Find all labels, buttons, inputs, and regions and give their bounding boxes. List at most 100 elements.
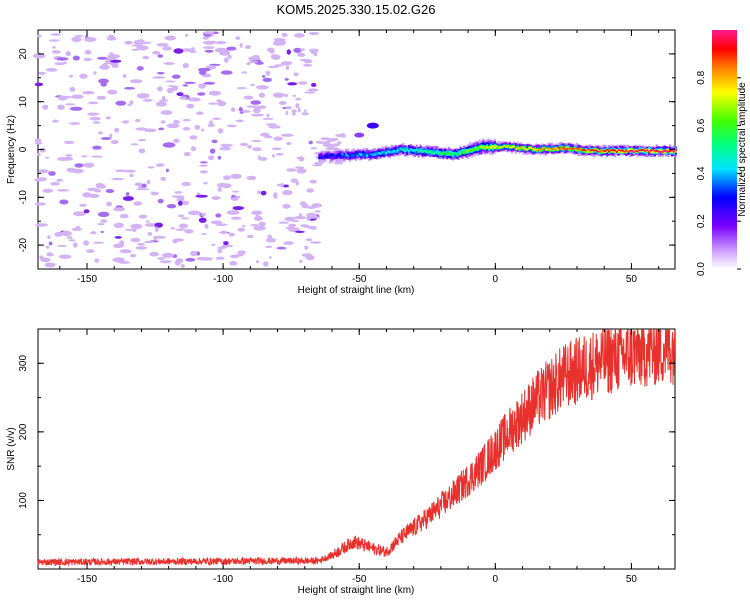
noise-blob: [266, 47, 275, 52]
ridge-cell: [648, 148, 651, 153]
ridge-cell: [648, 151, 651, 153]
noise-blob: [34, 142, 43, 145]
ridge-cell: [362, 151, 365, 156]
ridge-cell: [512, 145, 515, 148]
noise-blob: [105, 116, 111, 120]
noise-blob: [305, 238, 313, 242]
ridge-cell: [526, 148, 529, 151]
ridge-cell: [350, 154, 353, 158]
noise-blob: [309, 226, 317, 230]
noise-blob: [144, 223, 158, 227]
noise-blob: [122, 196, 134, 201]
noise-blob: [227, 54, 232, 59]
noise-blob: [74, 163, 84, 168]
ridge-side-blob: [366, 122, 379, 129]
ridge-cell: [402, 148, 405, 152]
noise-blob: [36, 34, 42, 38]
noise-blob: [111, 177, 124, 181]
noise-blob: [81, 155, 88, 158]
ridge-cell: [436, 150, 439, 153]
ridge-cell: [333, 154, 336, 158]
ridge-cell: [575, 147, 578, 150]
noise-blob: [250, 100, 262, 105]
ridge-cell: [630, 149, 634, 152]
noise-blob: [200, 257, 213, 261]
ridge-cell: [491, 145, 494, 148]
noise-blob: [315, 140, 323, 144]
noise-blob: [243, 95, 254, 100]
noise-blob: [46, 253, 54, 257]
noise-blob: [298, 81, 308, 85]
colorbar-tick-label: 0.8: [696, 70, 707, 84]
noise-blob: [314, 210, 321, 213]
noise-blob: [180, 217, 190, 220]
noise-blob: [185, 33, 189, 37]
ridge-cell: [491, 145, 494, 151]
noise-blob: [285, 110, 289, 116]
noise-blob: [184, 229, 194, 234]
ridge-cell: [484, 146, 487, 149]
noise-blob: [154, 235, 166, 239]
noise-blob: [182, 127, 191, 131]
noise-blob: [278, 101, 287, 105]
ridge-cell: [634, 150, 637, 152]
noise-blob: [69, 106, 83, 111]
noise-blob: [248, 56, 256, 61]
ridge-cell: [533, 148, 536, 151]
noise-blob: [184, 81, 197, 84]
ridge-cell: [528, 146, 531, 149]
noise-blob: [208, 90, 221, 96]
noise-blob: [130, 143, 139, 146]
noise-blob: [271, 54, 281, 60]
noise-blob: [94, 258, 100, 263]
ridge-cell: [438, 152, 441, 155]
noise-blob: [252, 107, 261, 114]
noise-blob: [200, 212, 207, 216]
noise-blob: [105, 189, 115, 193]
noise-blob: [156, 43, 169, 47]
ridge-cell: [615, 150, 618, 153]
snr-ytick-label: 200: [18, 423, 29, 440]
noise-blob: [226, 124, 237, 128]
noise-blob: [237, 250, 246, 255]
noise-blob: [209, 120, 214, 126]
ridge-cell: [552, 148, 555, 150]
snr-frame: [37, 328, 676, 570]
ridge-cell: [638, 149, 641, 151]
noise-blob: [286, 141, 292, 146]
noise-blob: [216, 182, 227, 188]
noise-blob: [79, 73, 88, 79]
ridge-cell: [651, 148, 655, 151]
noise-blob: [174, 260, 181, 266]
noise-blob: [306, 188, 315, 193]
noise-blob: [309, 179, 317, 184]
ridge-cell: [579, 148, 582, 151]
noise-blob: [73, 211, 86, 217]
noise-blob: [209, 148, 216, 154]
ridge-cell: [457, 150, 460, 156]
ridge-cell: [408, 149, 411, 153]
ridge-cell: [463, 148, 466, 154]
ridge-cell: [488, 145, 491, 149]
noise-blob: [45, 245, 50, 249]
noise-blob: [46, 262, 51, 266]
ridge-cell: [497, 146, 500, 149]
ridge-cell: [520, 146, 523, 148]
noise-blob: [97, 131, 103, 135]
ridge-cell: [644, 150, 647, 153]
noise-blob: [172, 195, 176, 198]
noise-blob: [45, 68, 58, 72]
noise-blob: [106, 201, 113, 207]
noise-blob: [239, 142, 249, 147]
ridge-cell: [388, 151, 392, 154]
noise-blob: [292, 94, 297, 97]
noise-blob: [301, 253, 313, 258]
ridge-cell: [604, 150, 607, 152]
noise-blob: [83, 57, 92, 62]
noise-blob: [288, 223, 297, 228]
ridge-cell: [573, 147, 576, 150]
noise-blob: [300, 224, 309, 228]
noise-blob: [291, 109, 297, 114]
noise-blob: [207, 123, 216, 127]
noise-blob: [337, 141, 342, 145]
